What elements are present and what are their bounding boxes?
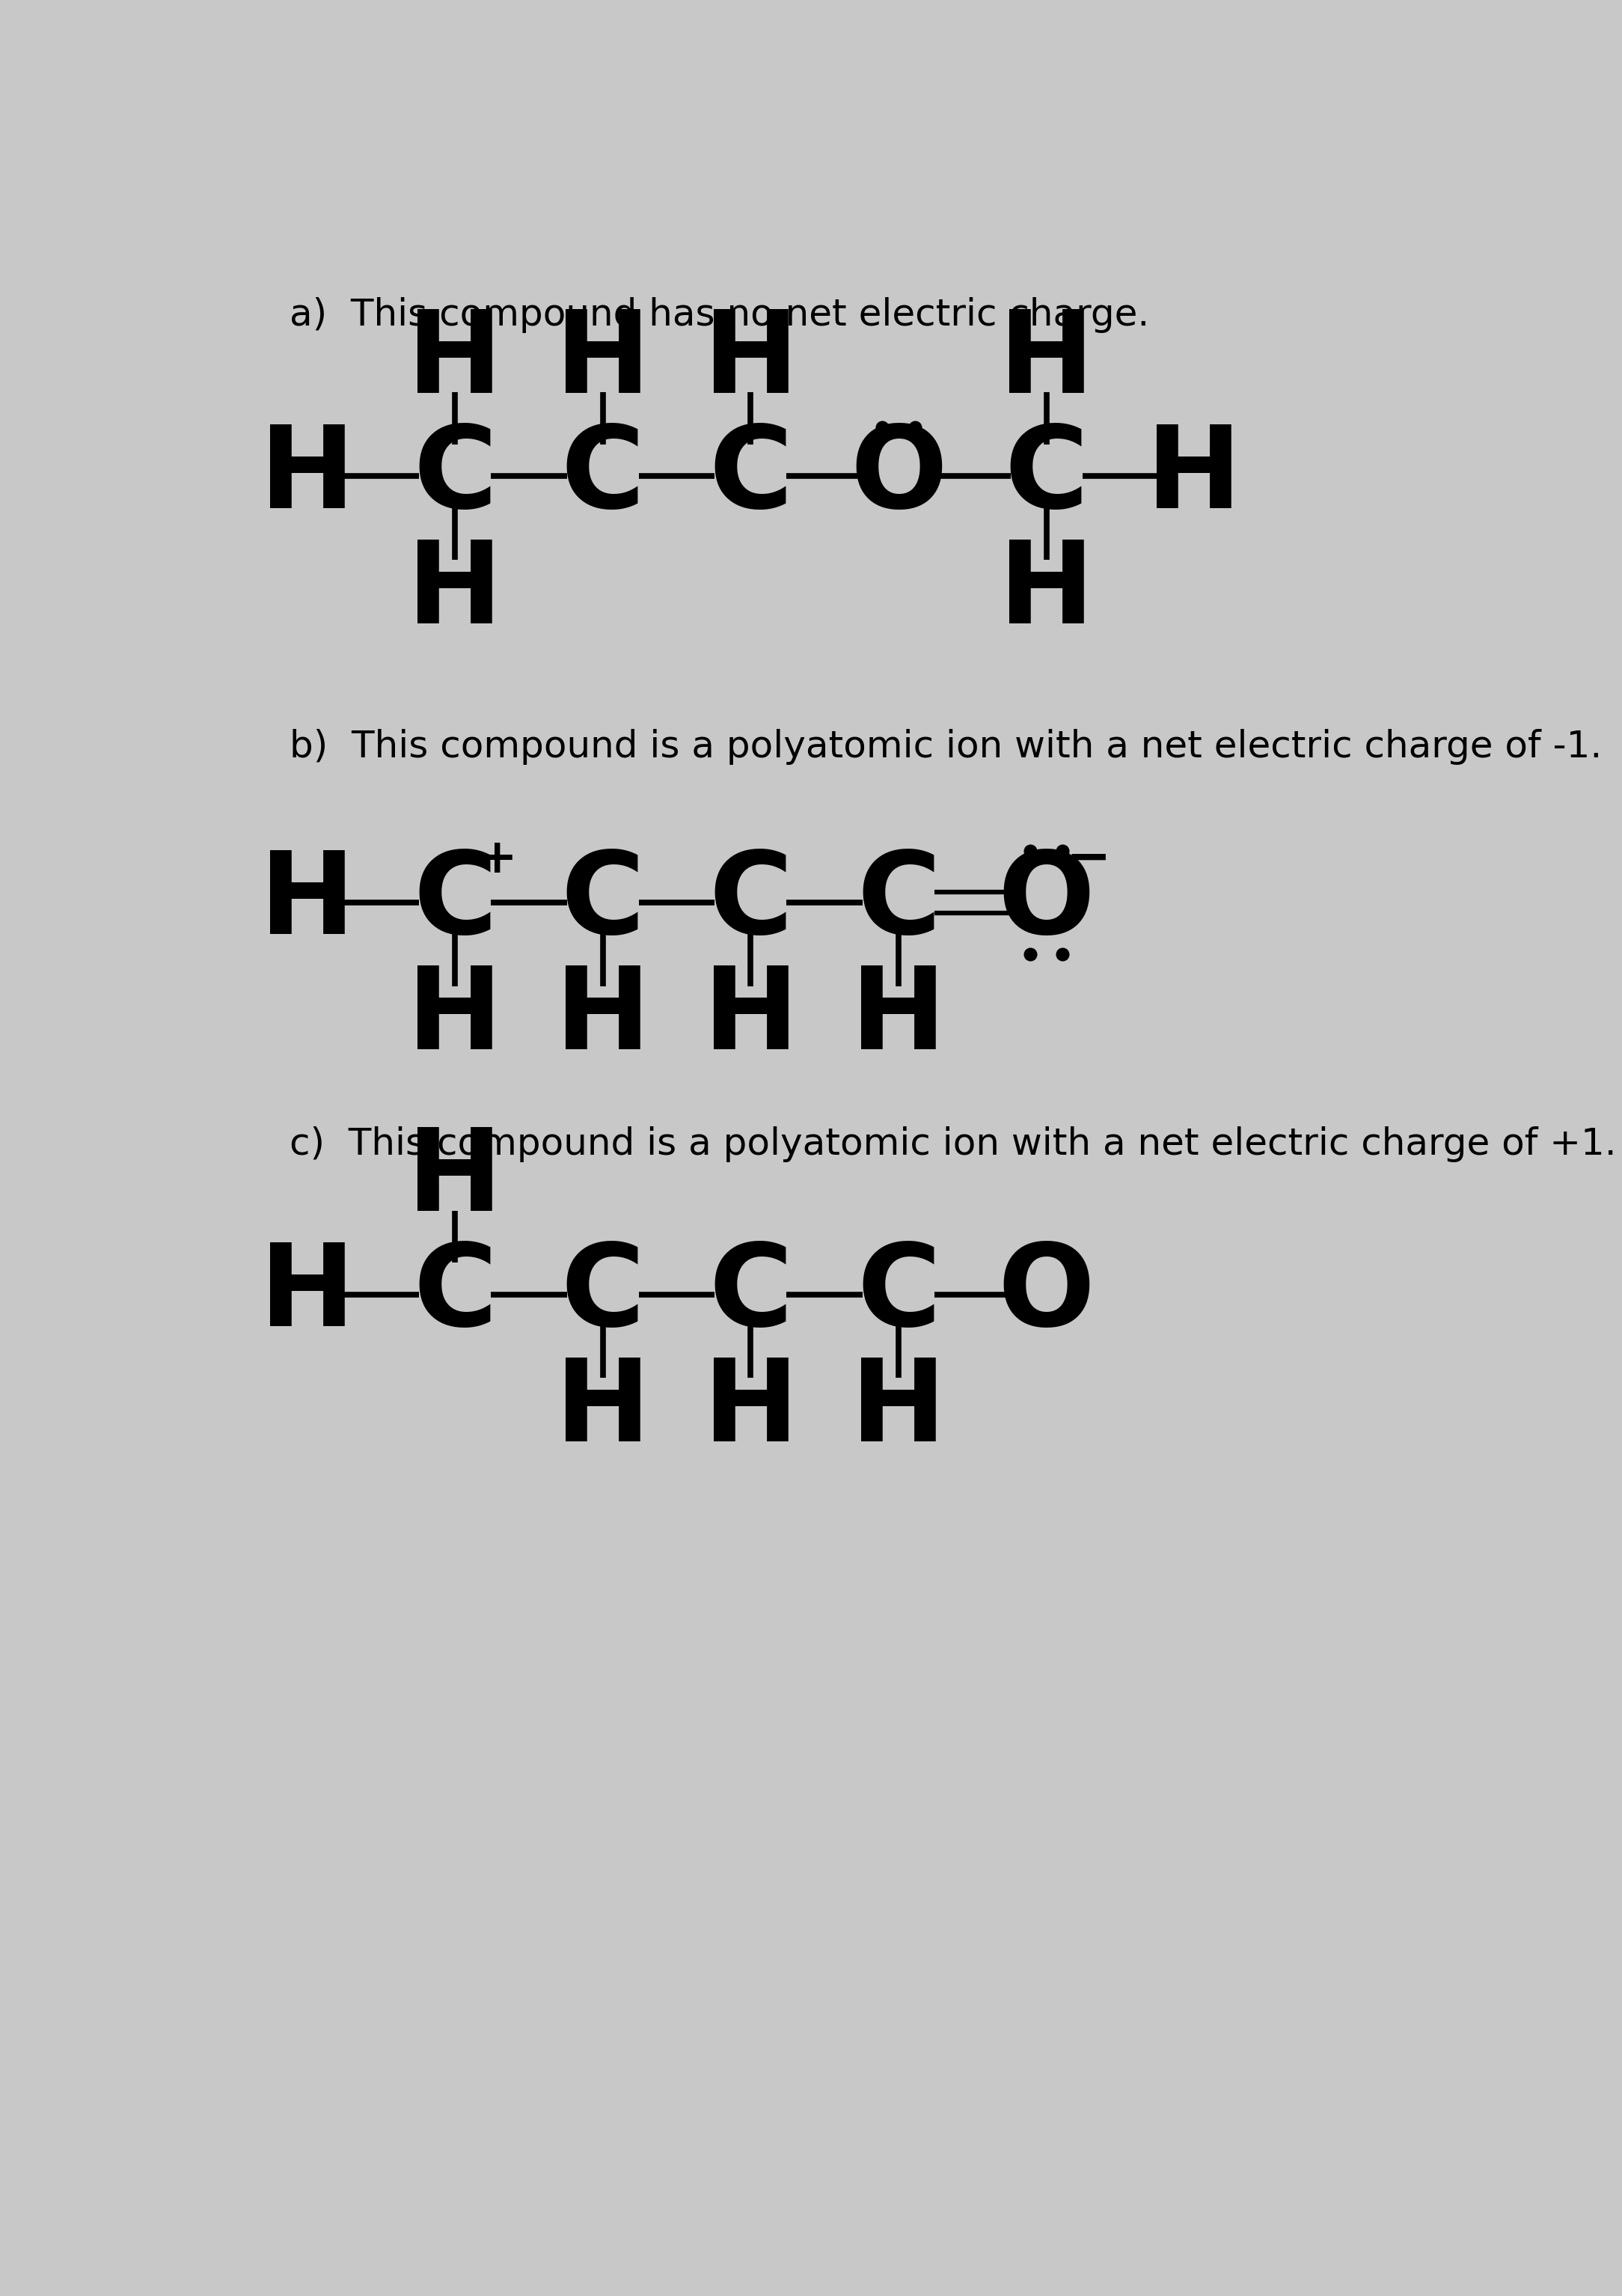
Text: −: −: [1066, 833, 1111, 884]
Text: C: C: [856, 1238, 941, 1350]
Text: H: H: [260, 847, 355, 957]
Text: H: H: [407, 962, 503, 1075]
Text: H: H: [260, 420, 355, 533]
Text: H: H: [260, 1238, 355, 1350]
Text: H: H: [1147, 420, 1242, 533]
Text: b)  This compound is a polyatomic ion with a net electric charge of -1.: b) This compound is a polyatomic ion wit…: [290, 728, 1603, 765]
Text: H: H: [555, 962, 650, 1075]
Text: H: H: [407, 535, 503, 647]
Text: H: H: [999, 305, 1095, 416]
Text: a)  This compound has no net electric charge.: a) This compound has no net electric cha…: [290, 296, 1150, 333]
Text: O: O: [850, 420, 947, 533]
Text: H: H: [702, 305, 798, 416]
Text: C: C: [709, 847, 793, 957]
Text: C: C: [709, 1238, 793, 1350]
Text: H: H: [555, 305, 650, 416]
Text: C: C: [414, 1238, 496, 1350]
Text: C: C: [561, 1238, 646, 1350]
Text: C: C: [709, 420, 793, 533]
Text: O: O: [998, 1238, 1095, 1350]
Text: C: C: [1004, 420, 1088, 533]
Text: C: C: [561, 420, 646, 533]
Text: H: H: [852, 962, 946, 1075]
Text: C: C: [414, 847, 496, 957]
Text: H: H: [852, 1355, 946, 1465]
Text: C: C: [561, 847, 646, 957]
Text: C: C: [414, 420, 496, 533]
Text: c)  This compound is a polyatomic ion with a net electric charge of +1.: c) This compound is a polyatomic ion wit…: [290, 1127, 1617, 1162]
Text: H: H: [702, 1355, 798, 1465]
Text: +: +: [477, 836, 517, 882]
Text: H: H: [702, 962, 798, 1075]
Text: H: H: [407, 305, 503, 416]
Text: H: H: [999, 535, 1095, 647]
Text: H: H: [407, 1123, 503, 1235]
Text: C: C: [856, 847, 941, 957]
Text: O: O: [998, 847, 1095, 957]
Text: H: H: [555, 1355, 650, 1465]
